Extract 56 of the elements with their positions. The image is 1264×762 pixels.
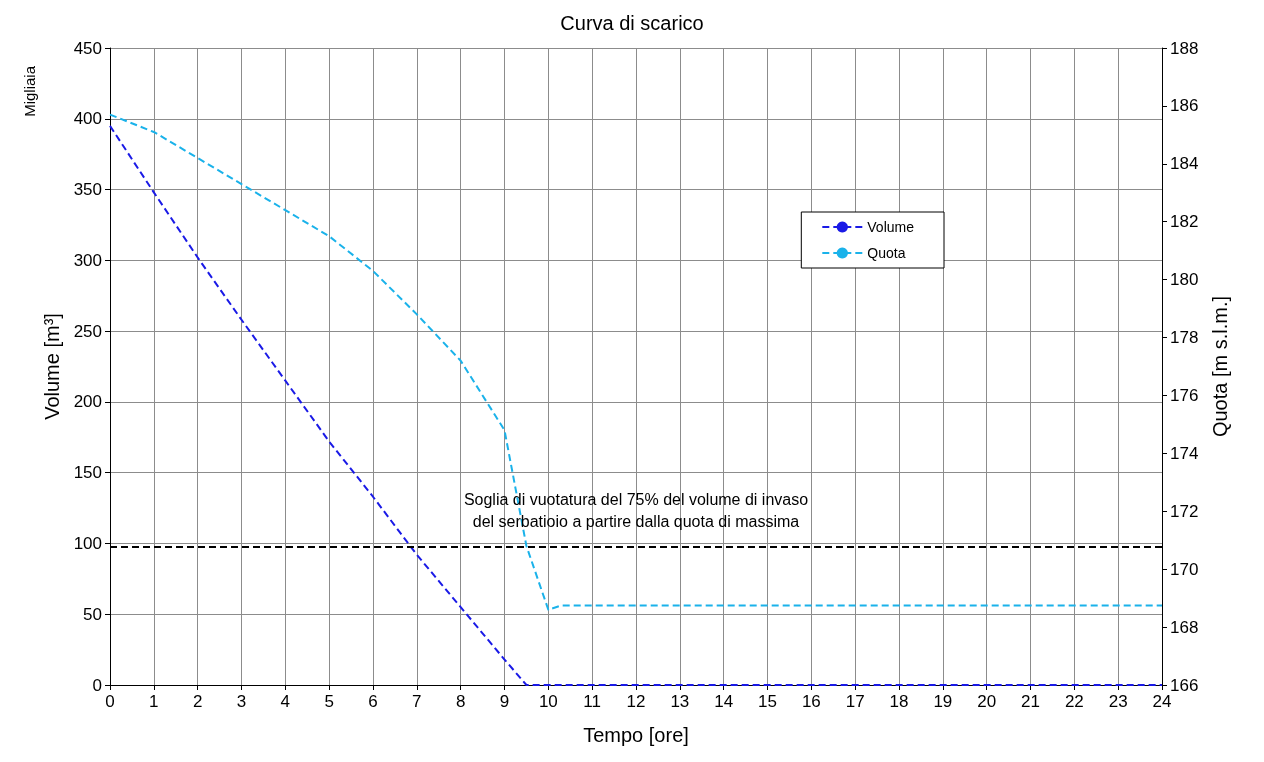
x-tick-label: 4 (280, 692, 291, 711)
y2-tick-label: 170 (1170, 559, 1199, 579)
y2-tick-label: 188 (1170, 38, 1199, 58)
x-tick-label: 20 (977, 692, 997, 711)
y2-tick-label: 178 (1170, 328, 1199, 348)
x-tick-label: 21 (1021, 692, 1040, 711)
x-tick-label: 14 (714, 692, 734, 711)
y-axis-title: Volume [m³] (41, 313, 63, 420)
y2-tick-label: 184 (1170, 154, 1199, 174)
y2-tick-label: 166 (1170, 675, 1199, 695)
x-tick-label: 6 (368, 692, 378, 711)
x-tick-label: 9 (499, 692, 510, 711)
y-tick-label: 450 (73, 38, 102, 58)
y-tick-label: 300 (73, 250, 102, 270)
y2-tick-label: 182 (1170, 212, 1199, 232)
x-tick-label: 23 (1108, 692, 1128, 711)
x-tick-label: 11 (583, 692, 601, 711)
ref-line-label: Soglia di vuotatura del 75% del volume di invaso del serbatioio a partire dalla quota di massima (463, 490, 809, 530)
y-tick-label: 400 (73, 109, 102, 129)
y-tick-label: 200 (73, 392, 102, 412)
text: Migliaia (21, 65, 38, 117)
x-tick-label: 19 (933, 692, 953, 711)
y-tick-label: 0 (92, 675, 102, 695)
y2-tick-label: 176 (1170, 385, 1199, 405)
x-tick-label: 3 (236, 692, 247, 711)
y2-tick-label: 174 (1170, 443, 1199, 463)
x-tick-label: 18 (889, 692, 909, 711)
x-tick-label: 24 (1152, 692, 1172, 711)
y-tick-label: 150 (73, 463, 102, 483)
x-tick-label: 13 (670, 692, 690, 711)
x-tick-label: 10 (538, 692, 558, 711)
y-tick-label: 50 (83, 604, 102, 624)
legend-label: Volume (867, 219, 915, 235)
legend-label: Quota (867, 245, 906, 261)
y-tick-label: 250 (73, 321, 102, 341)
x-tick-label: 1 (149, 692, 159, 711)
x-tick-label: 5 (324, 692, 334, 711)
x-axis-title: Tempo [ore] (583, 724, 689, 746)
x-tick-label: 17 (845, 692, 865, 711)
y-tick-label: 350 (73, 180, 102, 200)
x-tick-label: 15 (758, 692, 777, 711)
line-series (109, 113, 1163, 611)
x-tick-label: 0 (105, 692, 115, 711)
y2-tick-label: 186 (1170, 96, 1199, 116)
x-tick-label: 2 (192, 692, 203, 711)
y2-tick-label: 168 (1170, 617, 1199, 637)
y2-tick-label: 180 (1170, 270, 1199, 290)
x-tick-label: 22 (1064, 692, 1084, 711)
y2-axis-title: Quota [m s.l.m.] (1209, 295, 1231, 438)
y-tick-label: 100 (73, 533, 102, 553)
chart-title: Curva di scarico (560, 12, 704, 34)
y2-tick-label: 172 (1170, 501, 1199, 521)
x-tick-label: 12 (626, 692, 646, 711)
x-tick-label: 7 (412, 692, 422, 711)
x-tick-label: 16 (801, 692, 821, 711)
x-tick-label: 8 (455, 692, 466, 711)
